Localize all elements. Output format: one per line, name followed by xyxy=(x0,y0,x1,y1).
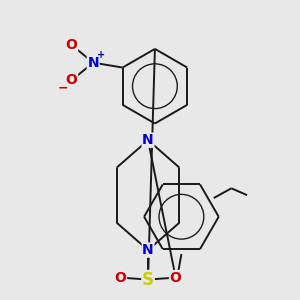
Text: S: S xyxy=(142,271,154,289)
Text: O: O xyxy=(115,271,127,285)
Text: +: + xyxy=(97,50,105,60)
Text: N: N xyxy=(87,56,99,70)
Text: −: − xyxy=(58,82,68,95)
Text: O: O xyxy=(66,38,77,52)
Text: O: O xyxy=(169,271,181,285)
Text: N: N xyxy=(142,243,154,257)
Text: O: O xyxy=(66,73,77,87)
Text: N: N xyxy=(142,133,154,147)
